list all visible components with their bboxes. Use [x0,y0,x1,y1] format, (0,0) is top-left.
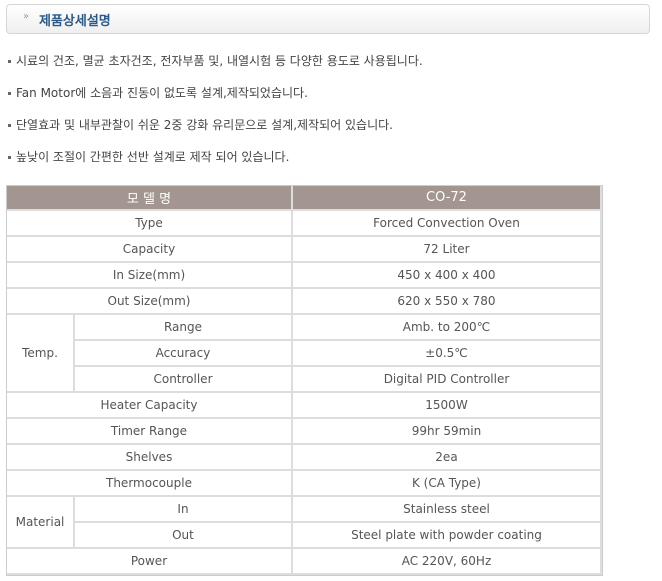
table-row: Thermocouple K (CA Type) [7,471,602,497]
section-title: 제품상세설명 [39,14,111,29]
table-row: Controller Digital PID Controller [7,367,602,393]
table-row: In Size(mm) 450 x 400 x 400 [7,263,602,289]
bullet-text: 단열효과 및 내부관찰이 쉬운 2중 강화 유리문으로 설계,제작되어 있습니다… [16,118,393,132]
row-value: Steel plate with powder coating [292,523,602,549]
row-value: 450 x 400 x 400 [292,263,602,289]
row-value: Stainless steel [292,497,602,523]
model-label: 모 델 명 [7,186,293,211]
group-label: Temp. [7,315,75,393]
bullet-text: 높낮이 조절이 간편한 선반 설계로 제작 되어 있습니다. [16,150,290,164]
bullet-icon [8,156,11,159]
bullet-item: 단열효과 및 내부관찰이 쉬운 2중 강화 유리문으로 설계,제작되어 있습니다… [8,116,393,133]
row-value: AC 220V, 60Hz [292,549,602,575]
row-label: Heater Capacity [7,393,293,419]
row-label: Thermocouple [7,471,293,497]
row-label: Shelves [7,445,293,471]
row-label: Type [7,211,293,237]
row-label: Out [75,523,293,549]
table-row: Out Steel plate with powder coating [7,523,602,549]
table-row: Capacity 72 Liter [7,237,602,263]
bullet-icon [8,92,11,95]
row-value: Amb. to 200℃ [292,315,602,341]
double-chevron-icon: » [23,11,30,22]
bullet-item: Fan Motor에 소음과 진동이 없도록 설계,제작되었습니다. [8,84,308,101]
table-row: Timer Range 99hr 59min [7,419,602,445]
table-row: Heater Capacity 1500W [7,393,602,419]
row-label: Controller [75,367,293,393]
bullet-icon [8,124,11,127]
table-row: Shelves 2ea [7,445,602,471]
row-value: 2ea [292,445,602,471]
group-label: Material [7,497,75,549]
row-label: Power [7,549,293,575]
bullet-item: 높낮이 조절이 간편한 선반 설계로 제작 되어 있습니다. [8,148,289,165]
row-label: Range [75,315,293,341]
row-label: In Size(mm) [7,263,293,289]
row-value: 620 x 550 x 780 [292,289,602,315]
row-value: K (CA Type) [292,471,602,497]
table-row: Accuracy ±0.5℃ [7,341,602,367]
row-value: 99hr 59min [292,419,602,445]
spec-table: 모 델 명 CO-72 Type Forced Convection Oven Ca… [6,185,603,576]
section-title-bar: » 제품상세설명 [6,4,650,34]
row-value: Digital PID Controller [292,367,602,393]
table-row: Out Size(mm) 620 x 550 x 780 [7,289,602,315]
row-value: Forced Convection Oven [292,211,602,237]
row-value: 72 Liter [292,237,602,263]
table-row: Temp. Range Amb. to 200℃ [7,315,602,393]
row-label: Accuracy [75,341,293,367]
table-row: Type Forced Convection Oven [7,211,602,237]
row-label: Out Size(mm) [7,289,293,315]
bullet-text: Fan Motor에 소음과 진동이 없도록 설계,제작되었습니다. [16,86,308,100]
row-value: ±0.5℃ [292,341,602,367]
model-value: CO-72 [292,186,602,211]
table-row: Material In Stainless steel [7,497,602,549]
row-label: In [75,497,293,523]
table-row: Power AC 220V, 60Hz [7,549,602,575]
table-header: 모 델 명 CO-72 [7,186,602,211]
bullet-text: 시료의 건조, 멸균 초자건조, 전자부품 및, 내열시험 등 다양한 용도로 … [16,54,423,68]
row-label: Capacity [7,237,293,263]
bullet-icon [8,60,11,63]
row-value: 1500W [292,393,602,419]
bullet-item: 시료의 건조, 멸균 초자건조, 전자부품 및, 내열시험 등 다양한 용도로 … [8,52,423,69]
row-label: Timer Range [7,419,293,445]
